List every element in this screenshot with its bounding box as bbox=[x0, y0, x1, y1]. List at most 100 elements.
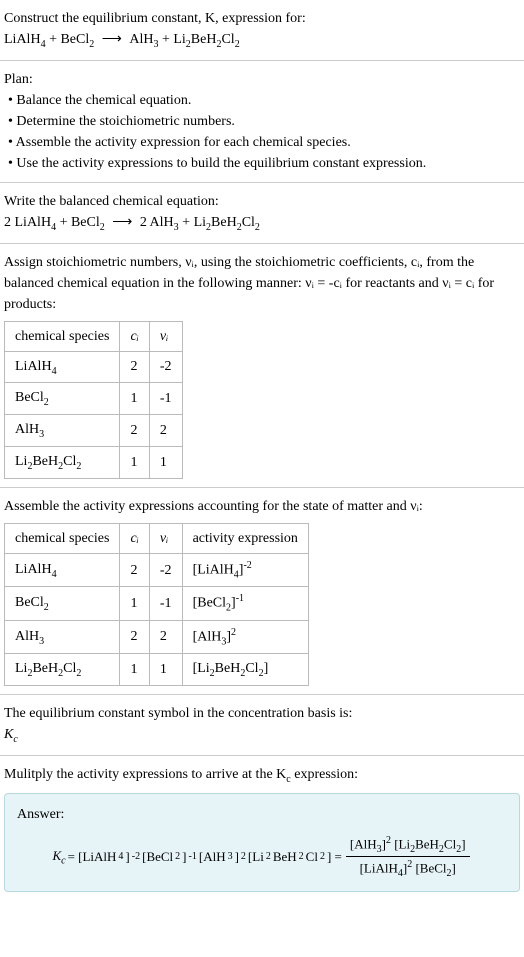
prompt-text: Construct the equilibrium constant, K, e… bbox=[4, 11, 306, 26]
cell-v: -1 bbox=[149, 587, 182, 620]
sp: BeCl bbox=[15, 390, 44, 405]
cell-species: Li2BeH2Cl2 bbox=[5, 654, 120, 686]
activity-table: chemical species cᵢ νᵢ activity expressi… bbox=[4, 523, 309, 686]
eq-sub: 2 bbox=[100, 222, 105, 233]
kc: K bbox=[52, 848, 61, 863]
cell-v: 1 bbox=[149, 446, 182, 478]
eq-sub: 2 bbox=[235, 39, 240, 50]
prompt-line1: Construct the equilibrium constant, K, e… bbox=[4, 8, 520, 29]
cell-c: 2 bbox=[120, 351, 149, 383]
kc: K bbox=[4, 727, 13, 742]
eq-sub: 3 bbox=[228, 849, 233, 864]
cell-species: AlH3 bbox=[5, 415, 120, 447]
d: ] bbox=[452, 861, 456, 876]
balanced-section: Write the balanced chemical equation: 2 … bbox=[0, 183, 524, 244]
ae-sup: 2 bbox=[231, 627, 236, 638]
table-header-row: chemical species cᵢ νᵢ activity expressi… bbox=[5, 523, 309, 553]
assemble-title: Assemble the activity expressions accoun… bbox=[4, 496, 520, 517]
eq-part: Cl bbox=[242, 215, 255, 230]
ae: [LiAlH bbox=[193, 562, 234, 577]
sp-sub: 4 bbox=[52, 365, 57, 376]
cell-species: BeCl2 bbox=[5, 383, 120, 415]
plan-title: Plan: bbox=[4, 69, 520, 90]
eq-part: + BeCl bbox=[56, 215, 100, 230]
ae: [Li bbox=[193, 661, 210, 676]
col-v: νᵢ bbox=[149, 523, 182, 553]
eq-part: BeH bbox=[273, 847, 297, 867]
d: [LiAlH bbox=[360, 861, 398, 876]
cell-v: 2 bbox=[149, 415, 182, 447]
eq-sup: -2 bbox=[132, 849, 140, 864]
multiply-section: Mulitply the activity expressions to arr… bbox=[0, 756, 524, 901]
cell-activity: [LiAlH4]-2 bbox=[182, 553, 308, 586]
sp-sub: 3 bbox=[39, 429, 44, 440]
answer-box: Answer: Kc = [LiAlH4]-2 [BeCl2]-1 [AlH3]… bbox=[4, 793, 520, 893]
table-row: AlH3 2 2 [AlH3]2 bbox=[5, 620, 309, 653]
eq-part: ] bbox=[235, 847, 239, 867]
sp-sub: 2 bbox=[44, 602, 49, 613]
plan-section: Plan: • Balance the chemical equation. •… bbox=[0, 61, 524, 183]
sp: Li bbox=[15, 661, 27, 676]
col-c-label: cᵢ bbox=[130, 531, 138, 546]
eq-part: [AlH bbox=[199, 847, 226, 867]
cell-species: BeCl2 bbox=[5, 587, 120, 620]
col-activity: activity expression bbox=[182, 523, 308, 553]
sp: LiAlH bbox=[15, 562, 52, 577]
eq-sub: 2 bbox=[175, 849, 180, 864]
col-v: νᵢ bbox=[149, 321, 182, 351]
eq-sub: 2 bbox=[266, 849, 271, 864]
symbol-text: The equilibrium constant symbol in the c… bbox=[4, 703, 520, 724]
plan-bullet: • Balance the chemical equation. bbox=[4, 90, 520, 111]
ae-sup: -1 bbox=[236, 593, 244, 604]
eq-part: [Li bbox=[248, 847, 264, 867]
table-row: Li2BeH2Cl2 1 1 [Li2BeH2Cl2] bbox=[5, 654, 309, 686]
eq-part: 2 AlH bbox=[140, 215, 174, 230]
sp: BeH bbox=[32, 454, 58, 469]
cell-c: 2 bbox=[120, 620, 149, 653]
mult-part: expression: bbox=[291, 767, 358, 782]
eq-part: LiAlH bbox=[4, 32, 41, 47]
col-c: cᵢ bbox=[120, 523, 149, 553]
multiply-text: Mulitply the activity expressions to arr… bbox=[4, 764, 520, 787]
eq-part: Cl bbox=[221, 32, 234, 47]
eq-part: ] bbox=[125, 847, 129, 867]
eq-sup: 2 bbox=[241, 849, 246, 864]
sp-sub: 3 bbox=[39, 635, 44, 646]
prompt-section: Construct the equilibrium constant, K, e… bbox=[0, 0, 524, 61]
ae: ] bbox=[264, 661, 269, 676]
col-species: chemical species bbox=[5, 523, 120, 553]
plan-bullet: • Determine the stoichiometric numbers. bbox=[4, 111, 520, 132]
stoich-table: chemical species cᵢ νᵢ LiAlH4 2 -2 BeCl2… bbox=[4, 321, 183, 479]
col-c: cᵢ bbox=[120, 321, 149, 351]
mult-part: Mulitply the activity expressions to arr… bbox=[4, 767, 286, 782]
plan-bullet: • Assemble the activity expression for e… bbox=[4, 132, 520, 153]
eq-part: = [LiAlH bbox=[68, 847, 117, 867]
table-row: LiAlH4 2 -2 bbox=[5, 351, 183, 383]
table-row: Li2BeH2Cl2 1 1 bbox=[5, 446, 183, 478]
cell-activity: [Li2BeH2Cl2] bbox=[182, 654, 308, 686]
n: [Li bbox=[391, 836, 410, 851]
eq-part: [BeCl bbox=[142, 847, 173, 867]
sp: LiAlH bbox=[15, 359, 52, 374]
ae: [AlH bbox=[193, 629, 222, 644]
eq-part: + BeCl bbox=[46, 32, 90, 47]
denominator: [LiAlH4]2 [BeCl2] bbox=[356, 857, 460, 881]
cell-v: 1 bbox=[149, 654, 182, 686]
balanced-title: Write the balanced chemical equation: bbox=[4, 191, 520, 212]
eq-sub: 4 bbox=[118, 849, 123, 864]
sp: AlH bbox=[15, 422, 39, 437]
numerator: [AlH3]2 [Li2BeH2Cl2] bbox=[346, 833, 470, 858]
cell-v: 2 bbox=[149, 620, 182, 653]
answer-equation: Kc = [LiAlH4]-2 [BeCl2]-1 [AlH3]2 [Li2Be… bbox=[17, 833, 507, 882]
cell-c: 1 bbox=[120, 446, 149, 478]
cell-c: 2 bbox=[120, 553, 149, 586]
cell-v: -2 bbox=[149, 553, 182, 586]
sp: BeCl bbox=[15, 595, 44, 610]
table-header-row: chemical species cᵢ νᵢ bbox=[5, 321, 183, 351]
sp: Li bbox=[15, 454, 27, 469]
assemble-section: Assemble the activity expressions accoun… bbox=[0, 488, 524, 695]
ae: [BeCl bbox=[193, 596, 226, 611]
assign-text: Assign stoichiometric numbers, νᵢ, using… bbox=[4, 252, 520, 315]
eq-sup: -1 bbox=[189, 849, 197, 864]
unbalanced-equation: LiAlH4 + BeCl2 ⟶ AlH3 + Li2BeH2Cl2 bbox=[4, 29, 520, 52]
